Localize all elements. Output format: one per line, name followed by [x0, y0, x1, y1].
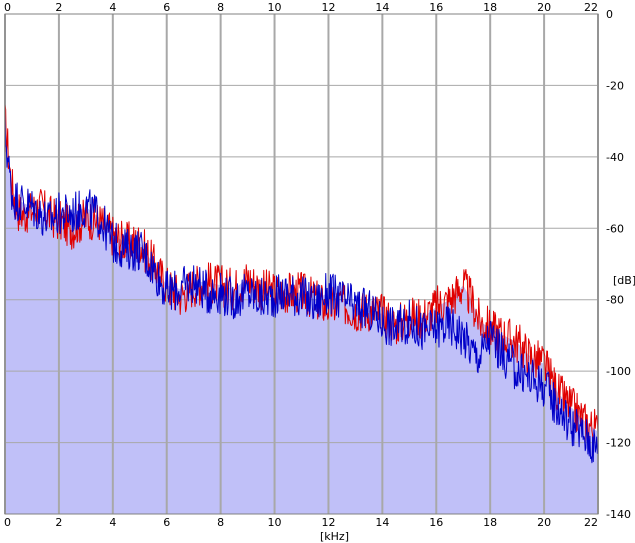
spectrum-area: [5, 121, 598, 515]
y-tick-label: -40: [606, 151, 624, 164]
plot-border: [4, 13, 599, 515]
series-line: [4, 114, 599, 464]
y-tick-label: 0: [606, 8, 613, 21]
x-tick-label-bottom: 8: [217, 516, 224, 529]
y-tick-label: -120: [606, 437, 631, 450]
x-tick-label-top: 16: [429, 1, 443, 14]
series-layer: [4, 104, 599, 464]
y-tick-label: -20: [606, 79, 624, 92]
x-tick-label-top: 18: [483, 1, 497, 14]
y-tick-label: -100: [606, 365, 631, 378]
x-tick-label-bottom: 6: [163, 516, 170, 529]
x-tick-labels-top: 0 2 4 6 8 10 12 14 16 18 20 22: [4, 1, 598, 14]
x-tick-label-bottom: 10: [268, 516, 282, 529]
x-tick-label-bottom: 14: [375, 516, 389, 529]
x-tick-label-top: 14: [375, 1, 389, 14]
x-tick-label-top: 0: [4, 1, 11, 14]
x-tick-label-bottom: 12: [321, 516, 335, 529]
x-tick-label-bottom: 2: [55, 516, 62, 529]
x-tick-label-bottom: 16: [429, 516, 443, 529]
x-tick-label-top: 4: [109, 1, 116, 14]
x-tick-label-top: 6: [163, 1, 170, 14]
x-tick-label-top: 22: [584, 1, 598, 14]
x-tick-label-top: 10: [268, 1, 282, 14]
grid: [4, 13, 599, 515]
x-tick-label-top: 12: [321, 1, 335, 14]
x-tick-label-bottom: 22: [584, 516, 598, 529]
x-tick-label-top: 8: [217, 1, 224, 14]
series-line: [4, 104, 599, 449]
x-axis-label: [kHz]: [320, 530, 349, 543]
x-tick-label-bottom: 20: [537, 516, 551, 529]
x-tick-label-top: 20: [537, 1, 551, 14]
y-tick-label: -60: [606, 222, 624, 235]
x-tick-label-bottom: 0: [4, 516, 11, 529]
y-tick-label: -80: [606, 294, 624, 307]
y-axis-label: [dB]: [613, 274, 635, 287]
x-tick-label-bottom: 18: [483, 516, 497, 529]
spectrum-fill: [5, 121, 598, 515]
x-tick-labels-bottom: 0 2 4 6 8 10 12 14 16 18 20 22: [4, 516, 598, 529]
y-tick-label: -140: [606, 508, 631, 521]
x-tick-label-top: 2: [55, 1, 62, 14]
y-tick-labels: 0 -20 -40 -60 -80 -100 -120 -140: [606, 8, 631, 521]
x-tick-label-bottom: 4: [109, 516, 116, 529]
